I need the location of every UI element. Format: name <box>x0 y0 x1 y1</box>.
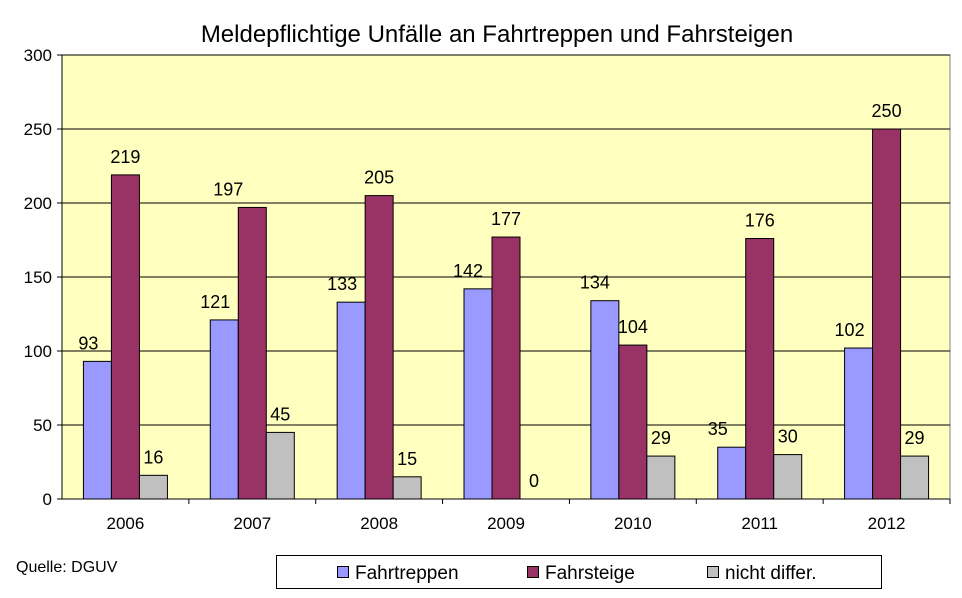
source-note: Quelle: DGUV <box>16 559 118 576</box>
data-label: 177 <box>491 209 521 229</box>
y-tick-label: 250 <box>24 120 52 139</box>
legend-swatch <box>527 566 539 578</box>
legend-item-nicht-differ: nicht differ. <box>707 563 817 585</box>
legend-swatch <box>707 566 719 578</box>
bar <box>82 360 112 500</box>
x-tick-label: 2012 <box>868 514 906 533</box>
data-label: 15 <box>397 449 417 469</box>
legend-item-fahrtreppen: Fahrtreppen <box>337 563 459 585</box>
y-tick-label: 100 <box>24 342 52 361</box>
bar <box>646 455 676 500</box>
data-label: 134 <box>580 273 610 293</box>
legend-label: Fahrtreppen <box>355 563 459 584</box>
data-label: 35 <box>708 419 728 439</box>
bar <box>491 236 521 500</box>
bar <box>265 431 295 500</box>
x-axis: 2006 2007 2008 2009 2010 2011 2012 <box>62 498 951 533</box>
data-label: 29 <box>905 428 925 448</box>
data-label: 121 <box>200 292 230 312</box>
legend-label: nicht differ. <box>725 563 817 584</box>
bar <box>237 206 267 500</box>
bar <box>138 474 168 500</box>
data-label: 0 <box>529 471 539 491</box>
bar <box>463 288 493 500</box>
legend-item-fahrsteige: Fahrsteige <box>527 563 635 585</box>
y-tick-label: 300 <box>24 46 52 65</box>
x-tick-label: 2006 <box>107 514 145 533</box>
data-label: 142 <box>453 261 483 281</box>
bar <box>717 446 747 500</box>
bar <box>900 455 930 500</box>
x-tick-label: 2008 <box>360 514 398 533</box>
bar <box>773 454 803 500</box>
bar <box>844 347 874 500</box>
bar <box>590 300 620 500</box>
data-label: 29 <box>651 428 671 448</box>
data-label: 104 <box>618 317 648 337</box>
bar <box>364 195 394 500</box>
bar <box>872 128 902 500</box>
data-label: 176 <box>745 211 775 231</box>
bar <box>745 238 775 500</box>
x-tick-label: 2009 <box>487 514 525 533</box>
legend: Fahrtreppen Fahrsteige nicht differ. <box>276 555 882 589</box>
data-label: 205 <box>364 168 394 188</box>
data-label: 30 <box>778 427 798 447</box>
bar <box>618 344 648 500</box>
data-label: 250 <box>872 101 902 121</box>
data-label: 219 <box>110 147 140 167</box>
y-axis: 0 50 100 150 200 250 300 <box>24 46 63 509</box>
data-labels: 93 219 16 121 197 45 133 205 15 142 177 0 134 104 29 35… <box>78 101 924 491</box>
y-tick-label: 150 <box>24 268 52 287</box>
y-tick-label: 50 <box>33 416 52 435</box>
chart-title: Meldepflichtige Unfälle an Fahrtreppen u… <box>201 21 793 48</box>
bar <box>209 319 239 500</box>
y-tick-label: 0 <box>43 490 52 509</box>
data-label: 93 <box>78 333 98 353</box>
data-label: 45 <box>270 404 290 424</box>
bar <box>392 476 422 500</box>
x-tick-label: 2011 <box>741 514 778 533</box>
legend-swatch <box>337 566 349 578</box>
y-tick-label: 200 <box>24 194 52 213</box>
x-tick-label: 2007 <box>233 514 271 533</box>
data-label: 102 <box>835 320 865 340</box>
data-label: 197 <box>213 179 243 199</box>
bars <box>82 128 930 500</box>
bar <box>336 301 366 500</box>
legend-label: Fahrsteige <box>545 563 635 584</box>
data-label: 16 <box>143 447 163 467</box>
bar <box>110 174 140 500</box>
data-label: 133 <box>327 274 357 294</box>
x-tick-label: 2010 <box>614 514 652 533</box>
